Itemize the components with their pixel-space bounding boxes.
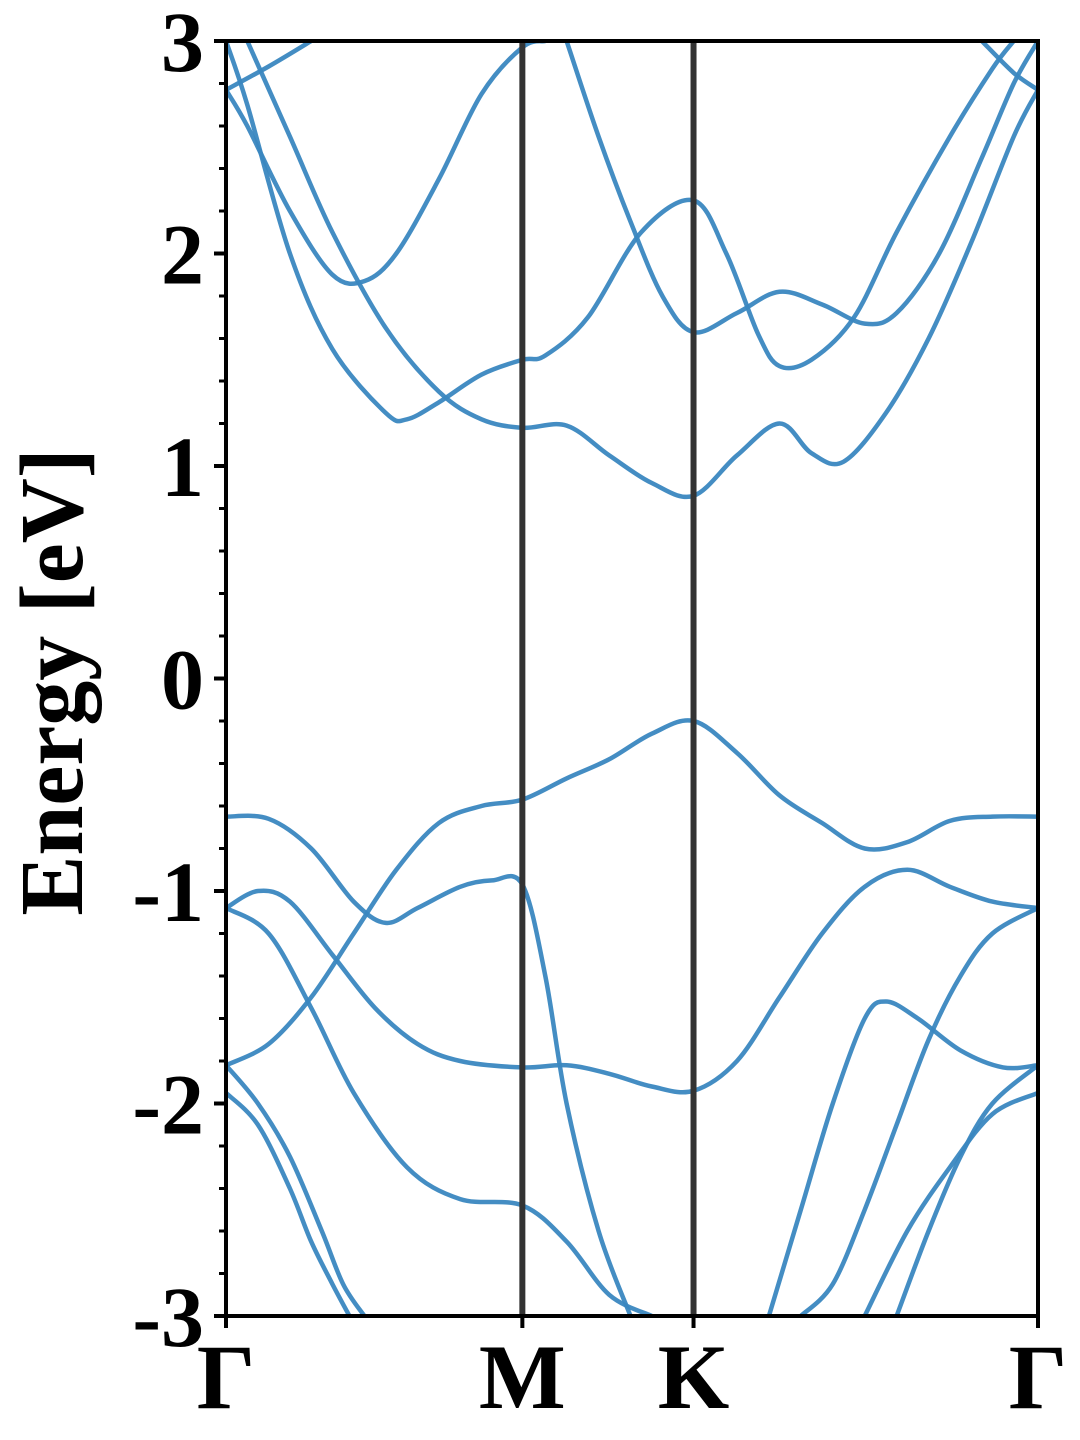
y-tick-label: 2 <box>161 207 204 303</box>
band-line-10 <box>226 718 1038 1068</box>
ticks-group: -3 -2 -1 0 1 2 3 Γ M K Γ <box>132 0 1067 1428</box>
band-line-1 <box>226 41 314 93</box>
band-line-12 <box>226 1090 352 1316</box>
band-line-5 <box>564 41 1038 335</box>
band-line-15 <box>862 1090 1038 1316</box>
kpoint-lines-group <box>519 41 697 1316</box>
band-line-4 <box>245 41 1038 500</box>
band-line-2 <box>226 41 548 286</box>
bands-group <box>226 41 1038 1316</box>
band-line-6 <box>979 41 1038 93</box>
band-line-3 <box>226 41 1016 424</box>
y-tick-label: 3 <box>161 0 204 90</box>
band-line-13 <box>766 999 1038 1316</box>
x-tick-label: Γ <box>1009 1326 1068 1428</box>
y-tick-label: 0 <box>161 632 204 728</box>
band-line-7 <box>226 813 633 1316</box>
band-line-8 <box>226 867 1038 1095</box>
x-tick-label: Γ <box>197 1326 256 1428</box>
band-line-9 <box>226 905 655 1316</box>
band-line-11 <box>226 1063 367 1316</box>
plot-frame <box>224 39 1040 1318</box>
y-axis-label: Energy [eV] <box>3 448 102 915</box>
y-tick-label: -2 <box>132 1057 204 1153</box>
y-tick-label: 1 <box>161 419 204 515</box>
band-line-14 <box>798 905 1038 1316</box>
band-line-16 <box>894 1063 1038 1316</box>
y-tick-label: -1 <box>132 844 204 940</box>
x-tick-label: K <box>658 1326 730 1428</box>
x-tick-label: M <box>479 1326 566 1428</box>
y-tick-label: -3 <box>132 1269 204 1365</box>
